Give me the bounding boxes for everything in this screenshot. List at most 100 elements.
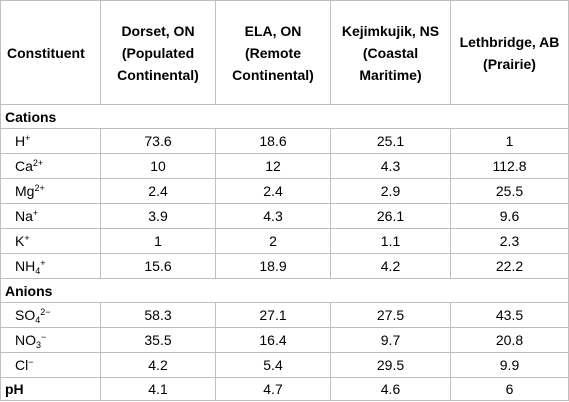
table-row: Cl− 4.2 5.4 29.5 9.9 bbox=[0, 352, 569, 378]
ion-charge: + bbox=[25, 133, 31, 143]
ion-symbol: Mg bbox=[15, 183, 35, 199]
table-row: Mg2+ 2.4 2.4 2.9 25.5 bbox=[0, 178, 569, 204]
header-line: Lethbridge, AB bbox=[459, 33, 560, 50]
ion-charge: + bbox=[40, 258, 46, 268]
ion-subscript: 4 bbox=[35, 315, 41, 325]
header-site-dorset: Dorset, ON (Populated Continental) bbox=[100, 0, 216, 105]
ion-label: Na+ bbox=[0, 203, 101, 229]
value-cell-dorset: 4.2 bbox=[100, 352, 216, 378]
ion-label: SO42− bbox=[0, 302, 101, 328]
table-row: Na+ 3.9 4.3 26.1 9.6 bbox=[0, 203, 569, 229]
value-cell-dorset: 1 bbox=[100, 228, 216, 254]
value-cell-lethbridge: 43.5 bbox=[450, 302, 569, 328]
value-cell-ela: 18.6 bbox=[215, 128, 331, 154]
value-cell-lethbridge: 20.8 bbox=[450, 327, 569, 353]
ph-row: pH 4.1 4.7 4.6 6 bbox=[0, 377, 569, 401]
section-label-anions: Anions bbox=[0, 278, 569, 303]
value-cell-kejimkujik: 1.1 bbox=[330, 228, 451, 254]
value-cell-dorset: 2.4 bbox=[100, 178, 216, 204]
ion-symbol: K bbox=[15, 233, 25, 249]
value-cell-ela: 5.4 bbox=[215, 352, 331, 378]
header-site-kejimkujik: Kejimkujik, NS (Coastal Maritime) bbox=[330, 0, 451, 105]
header-site-lethbridge: Lethbridge, AB (Prairie) bbox=[450, 0, 569, 105]
ion-charge: 2− bbox=[40, 307, 51, 317]
ion-label: Ca2+ bbox=[0, 153, 101, 179]
ph-value-lethbridge: 6 bbox=[450, 377, 569, 401]
header-line: Kejimkujik, NS bbox=[341, 22, 440, 39]
ph-value-kejimkujik: 4.6 bbox=[330, 377, 451, 401]
ion-charge: − bbox=[41, 332, 47, 342]
ion-symbol: H bbox=[15, 133, 26, 149]
value-cell-kejimkujik: 29.5 bbox=[330, 352, 451, 378]
value-cell-ela: 4.3 bbox=[215, 203, 331, 229]
value-cell-dorset: 73.6 bbox=[100, 128, 216, 154]
ion-charge: 2+ bbox=[32, 158, 44, 168]
header-line: (Prairie) bbox=[483, 55, 536, 72]
ion-subscript: 3 bbox=[36, 340, 42, 350]
header-line: Continental) bbox=[232, 66, 314, 83]
value-cell-dorset: 35.5 bbox=[100, 327, 216, 353]
ion-charge: + bbox=[24, 233, 30, 243]
value-cell-dorset: 58.3 bbox=[100, 302, 216, 328]
ion-symbol: Na bbox=[15, 208, 33, 224]
cation-rows: H+ 73.6 18.6 25.1 1 Ca2+ 10 12 4.3 112.8 Mg2+ 2.4 2.… bbox=[0, 128, 569, 279]
section-row-cations: Cations bbox=[0, 104, 569, 129]
table-row: H+ 73.6 18.6 25.1 1 bbox=[0, 128, 569, 154]
ion-symbol: NO bbox=[15, 332, 36, 348]
ion-symbol: Cl bbox=[15, 357, 29, 373]
header-site-ela: ELA, ON (Remote Continental) bbox=[215, 0, 331, 105]
value-cell-lethbridge: 9.9 bbox=[450, 352, 569, 378]
header-line: ELA, ON bbox=[244, 22, 302, 39]
value-cell-ela: 2.4 bbox=[215, 178, 331, 204]
ion-charge: + bbox=[32, 208, 39, 218]
value-cell-kejimkujik: 4.3 bbox=[330, 153, 451, 179]
section-row-anions: Anions bbox=[0, 278, 569, 303]
value-cell-ela: 2 bbox=[215, 228, 331, 254]
ion-charge: − bbox=[28, 357, 34, 367]
value-cell-kejimkujik: 27.5 bbox=[330, 302, 451, 328]
ph-value-dorset: 4.1 bbox=[100, 377, 216, 401]
ion-label: H+ bbox=[0, 128, 101, 154]
header-row: Constituent Dorset, ON (Populated Contin… bbox=[0, 0, 569, 105]
value-cell-kejimkujik: 2.9 bbox=[330, 178, 451, 204]
header-constituent: Constituent bbox=[0, 0, 101, 105]
value-cell-kejimkujik: 9.7 bbox=[330, 327, 451, 353]
ion-symbol: NH bbox=[15, 258, 36, 274]
ph-label: pH bbox=[0, 377, 101, 401]
value-cell-ela: 18.9 bbox=[215, 253, 331, 279]
value-cell-ela: 16.4 bbox=[215, 327, 331, 353]
value-cell-lethbridge: 1 bbox=[450, 128, 569, 154]
header-line: Continental) bbox=[117, 66, 199, 83]
section-label-cations: Cations bbox=[0, 104, 569, 129]
anion-rows: SO42− 58.3 27.1 27.5 43.5 NO3− 35.5 16.4 9.7 20.8… bbox=[0, 302, 569, 378]
value-cell-dorset: 3.9 bbox=[100, 203, 216, 229]
ion-label: Mg2+ bbox=[0, 178, 101, 204]
header-line: Dorset, ON bbox=[121, 22, 195, 39]
header-line: (Coastal bbox=[362, 44, 419, 61]
value-cell-ela: 27.1 bbox=[215, 302, 331, 328]
value-cell-lethbridge: 22.2 bbox=[450, 253, 569, 279]
header-line: Maritime) bbox=[359, 66, 422, 83]
value-cell-ela: 12 bbox=[215, 153, 331, 179]
value-cell-kejimkujik: 25.1 bbox=[330, 128, 451, 154]
value-cell-lethbridge: 25.5 bbox=[450, 178, 569, 204]
ph-value-ela: 4.7 bbox=[215, 377, 331, 401]
value-cell-lethbridge: 112.8 bbox=[450, 153, 569, 179]
ion-label: NH4+ bbox=[0, 253, 101, 279]
header-line: (Populated bbox=[121, 44, 195, 61]
value-cell-dorset: 10 bbox=[100, 153, 216, 179]
table-row: SO42− 58.3 27.1 27.5 43.5 bbox=[0, 302, 569, 328]
value-cell-kejimkujik: 26.1 bbox=[330, 203, 451, 229]
value-cell-lethbridge: 9.6 bbox=[450, 203, 569, 229]
header-line: (Remote bbox=[244, 44, 301, 61]
ion-symbol: SO bbox=[15, 307, 36, 323]
ion-symbol: Ca bbox=[15, 158, 33, 174]
ion-label: K+ bbox=[0, 228, 101, 254]
ion-label: Cl− bbox=[0, 352, 101, 378]
table-row: Ca2+ 10 12 4.3 112.8 bbox=[0, 153, 569, 179]
table-row: NH4+ 15.6 18.9 4.2 22.2 bbox=[0, 253, 569, 279]
value-cell-lethbridge: 2.3 bbox=[450, 228, 569, 254]
table-row: NO3− 35.5 16.4 9.7 20.8 bbox=[0, 327, 569, 353]
ion-charge: 2+ bbox=[34, 183, 45, 193]
